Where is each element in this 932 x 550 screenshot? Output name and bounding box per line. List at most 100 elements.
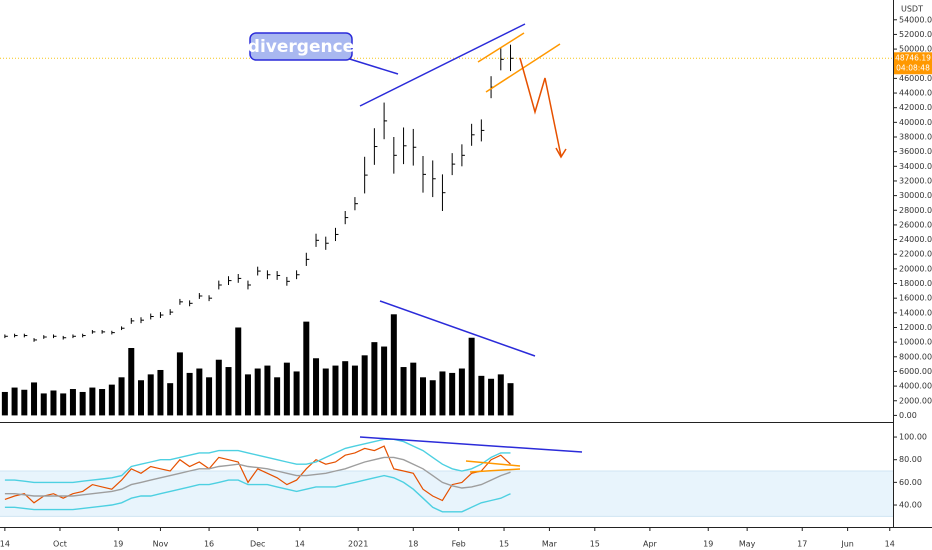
volume-bar: [342, 361, 349, 416]
y-tick-label: 8000.00: [899, 352, 932, 361]
volume-bar: [157, 369, 164, 416]
volume-bar: [167, 383, 174, 416]
x-tick-label: 19: [703, 540, 713, 549]
volume-bar: [79, 391, 86, 416]
y-tick-label: 46000.00: [899, 74, 932, 83]
volume-bar: [89, 387, 96, 416]
volume-bar: [439, 371, 446, 416]
x-tick-label: Oct: [53, 540, 67, 549]
volume-bar: [60, 393, 67, 416]
y-tick-label: 16000.00: [899, 294, 932, 303]
volume-bar: [11, 387, 18, 416]
drawings: [249, 23, 583, 473]
volume-bar: [361, 355, 368, 416]
trend-line: [359, 23, 526, 107]
volume-bar: [497, 374, 504, 416]
x-tick-label: Jun: [840, 540, 854, 549]
y-tick-label: 30000.00: [899, 191, 932, 200]
y-tick-label: 32000.00: [899, 176, 932, 185]
x-tick-label: 18: [408, 540, 418, 549]
y-tick-label: 20000.00: [899, 264, 932, 273]
volume-bar: [225, 367, 232, 416]
volume-bar: [293, 371, 300, 416]
volume-bar: [31, 382, 38, 416]
y-tick-label: 80.00: [899, 455, 922, 464]
y-tick-label: 42000.00: [899, 103, 932, 112]
volume-bar: [283, 362, 290, 416]
x-tick-label: Apr: [643, 540, 658, 549]
x-tick-label: 16: [204, 540, 214, 549]
rsi-line: [4, 445, 511, 504]
volume-bar: [244, 374, 251, 416]
x-tick-label: Mar: [542, 540, 558, 549]
volume-bar: [410, 362, 417, 416]
last-price-label: 48746.19: [895, 53, 931, 62]
y-tick-label: 36000.00: [899, 147, 932, 156]
y-tick-label: 10000.00: [899, 338, 932, 347]
forecast-arrow: [519, 57, 562, 157]
volume-bar: [118, 377, 125, 416]
volume-bar: [254, 368, 261, 416]
x-tick-label: May: [739, 540, 756, 549]
trend-line: [379, 300, 536, 357]
x-tick-label: 14: [0, 540, 10, 549]
volume-bar: [468, 337, 475, 416]
rsi-line: [4, 474, 511, 513]
x-tick-label: 2021: [348, 540, 368, 549]
volume-bar: [99, 389, 106, 416]
volume-bar: [186, 372, 193, 416]
y-tick-label: 44000.00: [899, 89, 932, 98]
volume-bar: [390, 314, 397, 416]
y-tick-label: 24000.00: [899, 235, 932, 244]
volume-bar: [147, 374, 154, 416]
volume-bar: [40, 393, 47, 416]
rsi-line: [4, 438, 511, 484]
volume-bar: [215, 359, 222, 416]
y-tick-label: 0.00: [899, 411, 917, 420]
y-tick-label: 52000.00: [899, 30, 932, 39]
y-tick-label: 22000.00: [899, 250, 932, 259]
volume-bar: [429, 380, 436, 416]
volume-bar: [235, 327, 242, 416]
channel-line: [477, 32, 525, 63]
y-tick-label: 40000.00: [899, 118, 932, 127]
volume-bar: [1, 391, 8, 416]
volume-bar: [449, 372, 456, 416]
volume-bar: [458, 368, 465, 416]
callout-text: divergence: [248, 37, 354, 57]
rsi-line: [4, 456, 511, 497]
volume-bar: [108, 384, 115, 416]
volume-bar: [332, 365, 339, 416]
y-tick-label: 40.00: [899, 501, 922, 510]
volume-bar: [274, 377, 281, 416]
volume-bar: [69, 389, 76, 416]
volume-bar: [138, 380, 144, 416]
volume-bar: [478, 375, 485, 416]
volume-bar: [351, 365, 358, 416]
x-tick-label: 14: [885, 540, 895, 549]
volume-bar: [313, 358, 320, 416]
y-tick-label: 50000.00: [899, 45, 932, 54]
x-tick-label: Nov: [153, 540, 169, 549]
callout-box: [249, 32, 353, 61]
arrow-head: [555, 147, 567, 159]
volume-bar: [488, 378, 495, 416]
x-tick-label: 19: [113, 540, 123, 549]
volume-bar: [400, 367, 407, 416]
y-tick-label: 28000.00: [899, 206, 932, 215]
y-tick-label: 60.00: [899, 478, 922, 487]
volume-bar: [196, 368, 203, 416]
volume-bar: [176, 352, 183, 416]
channel-line: [469, 468, 521, 473]
y-tick-label: 14000.00: [899, 308, 932, 317]
x-tick-label: Dec: [250, 540, 265, 549]
volume-bar: [371, 342, 378, 416]
y-tick-label: 12000.00: [899, 323, 932, 332]
x-tick-label: 14: [295, 540, 305, 549]
x-tick-label: 15: [499, 540, 509, 549]
y-tick-label: 18000.00: [899, 279, 932, 288]
trend-line: [359, 436, 583, 453]
channel-line: [465, 460, 521, 467]
currency-label: USDT: [901, 5, 923, 14]
